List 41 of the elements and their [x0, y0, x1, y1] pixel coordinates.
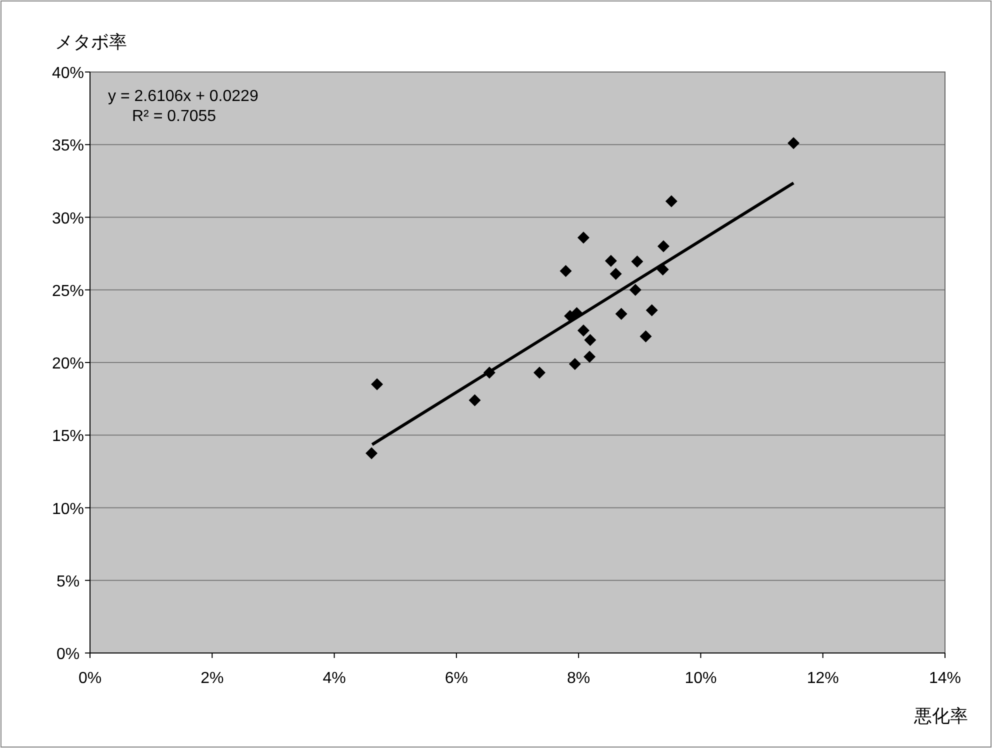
- point: [788, 137, 800, 150]
- y-tick-label: 40%: [52, 65, 84, 82]
- point: [657, 240, 670, 252]
- point: [568, 358, 581, 370]
- x-tick-label: 14%: [928, 670, 962, 687]
- point: [577, 232, 590, 244]
- point: [577, 324, 590, 337]
- point: [584, 334, 596, 346]
- point: [366, 447, 378, 460]
- point: [615, 308, 628, 320]
- y-tick-label: 5%: [56, 573, 80, 590]
- annotation: R² = 0.7055: [132, 108, 216, 125]
- x-tick-label: 4%: [322, 670, 346, 687]
- y-tick-label: 25%: [52, 282, 84, 300]
- point: [646, 304, 658, 316]
- point: [468, 394, 481, 406]
- point: [584, 350, 596, 363]
- y-tick-label: 0%: [56, 646, 80, 663]
- y-tick-label: 20%: [52, 356, 84, 372]
- x-tick-label: 0%: [78, 670, 102, 687]
- point: [629, 284, 642, 296]
- point: [640, 330, 652, 342]
- x-tick-label: 8%: [567, 670, 590, 687]
- y-tick-label: 15%: [52, 428, 84, 446]
- point: [533, 366, 546, 379]
- x-tick-label: 6%: [444, 670, 468, 687]
- x-tick-label: 12%: [806, 670, 839, 687]
- x-tick-label: 2%: [200, 670, 224, 687]
- point: [610, 268, 622, 280]
- y-tick-label: 30%: [52, 210, 84, 228]
- point: [371, 378, 384, 390]
- annotation: y = 2.6106x + 0.0229: [108, 88, 258, 105]
- point: [604, 254, 617, 267]
- x-axis-title: 悪化率: [913, 706, 968, 726]
- x-tick-label: 10%: [684, 670, 717, 687]
- point: [631, 256, 644, 268]
- y-tick-label: 10%: [52, 500, 84, 518]
- y-tick-label: 35%: [52, 138, 84, 155]
- point: [665, 195, 678, 208]
- y-axis-title: メタボ率: [55, 32, 127, 52]
- point: [560, 264, 572, 277]
